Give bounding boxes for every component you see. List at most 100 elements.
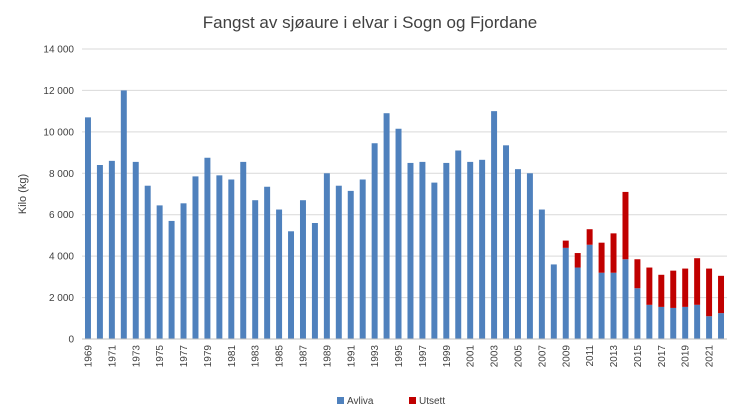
x-tick-label: 1969 xyxy=(83,345,94,368)
bar-avliva-1974 xyxy=(144,185,151,339)
bar-avliva-1978 xyxy=(192,176,199,339)
x-tick-label: 2005 xyxy=(513,345,524,368)
bar-avliva-2000 xyxy=(455,150,462,339)
bar-avliva-1998 xyxy=(431,182,438,339)
y-axis-ticks: 0 2 000 4 000 6 000 8 000 10 000 12 000 14 000 xyxy=(43,45,74,346)
bar-avliva-1988 xyxy=(311,223,318,339)
bar-avliva-2007 xyxy=(538,209,545,339)
bar-utsett-2012 xyxy=(598,242,605,273)
y-tick-label: 0 xyxy=(68,335,74,346)
bar-utsett-2020 xyxy=(694,258,701,305)
bar-avliva-2001 xyxy=(467,161,474,339)
x-tick-label: 1995 xyxy=(394,345,405,368)
x-tick-label: 2001 xyxy=(466,345,477,368)
bar-avliva-1984 xyxy=(264,186,271,339)
bar-avliva-1992 xyxy=(359,179,366,339)
bar-avliva-1975 xyxy=(156,205,163,339)
bar-utsett-2022 xyxy=(718,275,725,314)
bar-avliva-1982 xyxy=(240,161,247,339)
bar-avliva-1979 xyxy=(204,157,211,339)
x-tick-label: 2007 xyxy=(537,345,548,368)
bar-utsett-2016 xyxy=(646,267,653,305)
x-tick-label: 2015 xyxy=(633,345,644,368)
x-tick-label: 1975 xyxy=(155,345,166,368)
bar-utsett-2019 xyxy=(682,268,689,307)
bar-utsett-2010 xyxy=(574,253,581,268)
bar-avliva-1980 xyxy=(216,175,223,339)
x-axis-ticks: 1969 1971 1973 1975 1977 1979 1981 1983 1985 1987… xyxy=(83,345,715,368)
x-tick-label: 2019 xyxy=(681,345,692,368)
x-tick-label: 1971 xyxy=(107,345,118,368)
x-tick-label: 1977 xyxy=(179,345,190,368)
legend: Avliva Utsett xyxy=(337,396,445,407)
bar-avliva-1997 xyxy=(419,161,426,339)
y-tick-label: 8 000 xyxy=(49,169,74,180)
bar-avliva-1987 xyxy=(299,200,306,339)
legend-label-avliva: Avliva xyxy=(347,396,374,407)
bar-avliva-2019 xyxy=(682,306,689,339)
bar-avliva-1969 xyxy=(84,117,91,339)
y-tick-label: 14 000 xyxy=(43,45,74,56)
bar-avliva-2017 xyxy=(658,306,665,339)
bar-avliva-2022 xyxy=(718,313,725,339)
y-tick-label: 10 000 xyxy=(43,127,74,138)
x-tick-label: 1997 xyxy=(418,345,429,368)
x-tick-label: 1999 xyxy=(442,345,453,368)
bar-avliva-1985 xyxy=(276,209,283,339)
bar-avliva-2012 xyxy=(598,272,605,339)
bar-avliva-2015 xyxy=(634,288,641,339)
bar-avliva-1972 xyxy=(120,90,127,340)
bar-avliva-1995 xyxy=(395,128,402,339)
x-tick-label: 1981 xyxy=(227,345,238,368)
bar-avliva-2021 xyxy=(706,316,713,339)
gridlines xyxy=(82,48,727,299)
bar-avliva-2005 xyxy=(514,169,521,339)
bar-avliva-2006 xyxy=(526,173,533,339)
x-tick-label: 2017 xyxy=(657,345,668,368)
x-tick-label: 1983 xyxy=(251,345,262,368)
bar-avliva-1993 xyxy=(371,143,378,339)
bar-avliva-2008 xyxy=(550,264,557,339)
bar-avliva-2002 xyxy=(479,159,486,339)
y-tick-label: 2 000 xyxy=(49,293,74,304)
bar-avliva-1991 xyxy=(347,190,354,339)
x-tick-label: 1991 xyxy=(346,345,357,368)
x-tick-label: 2011 xyxy=(585,345,596,367)
legend-swatch-utsett xyxy=(409,397,416,404)
bar-utsett-2011 xyxy=(586,229,593,245)
bar-utsett-2021 xyxy=(706,268,713,317)
x-tick-label: 2009 xyxy=(561,345,572,368)
bar-avliva-2010 xyxy=(574,267,581,339)
bar-avliva-1994 xyxy=(383,113,390,340)
y-tick-label: 12 000 xyxy=(43,86,74,97)
bar-avliva-1986 xyxy=(288,231,295,339)
bar-avliva-1971 xyxy=(108,160,115,339)
x-tick-label: 1993 xyxy=(370,345,381,368)
bar-utsett-2009 xyxy=(562,240,569,248)
bar-avliva-2014 xyxy=(622,259,629,339)
bar-utsett-2017 xyxy=(658,274,665,307)
legend-swatch-avliva xyxy=(337,397,344,404)
bar-avliva-1976 xyxy=(168,220,175,339)
bar-avliva-1977 xyxy=(180,203,187,339)
chart-title: Fangst av sjøaure i elvar i Sogn og Fjor… xyxy=(203,13,538,32)
bar-avliva-1990 xyxy=(335,185,342,339)
y-tick-label: 4 000 xyxy=(49,252,74,263)
bar-avliva-2018 xyxy=(670,307,677,339)
bar-avliva-1970 xyxy=(96,165,103,339)
x-tick-label: 1987 xyxy=(298,345,309,368)
bar-avliva-1989 xyxy=(323,173,330,339)
bars xyxy=(84,90,725,340)
bar-avliva-1999 xyxy=(443,162,450,339)
bar-avliva-1973 xyxy=(132,161,139,339)
x-tick-label: 1979 xyxy=(203,345,214,368)
y-tick-label: 6 000 xyxy=(49,210,74,221)
bar-utsett-2013 xyxy=(610,233,617,273)
bar-avliva-2009 xyxy=(562,247,569,339)
bar-avliva-2011 xyxy=(586,244,593,339)
legend-label-utsett: Utsett xyxy=(419,396,445,407)
bar-avliva-1983 xyxy=(252,200,259,339)
bar-avliva-2016 xyxy=(646,304,653,339)
